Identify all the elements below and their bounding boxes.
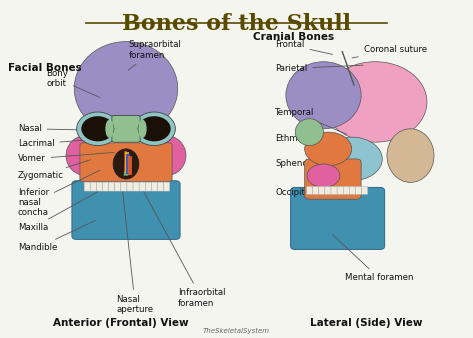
Ellipse shape xyxy=(77,112,119,146)
Text: Maxilla: Maxilla xyxy=(18,190,100,232)
Text: Frontal: Frontal xyxy=(275,41,333,54)
Text: Lateral (Side) View: Lateral (Side) View xyxy=(309,318,422,328)
FancyBboxPatch shape xyxy=(145,182,151,191)
FancyBboxPatch shape xyxy=(319,187,325,194)
Text: Mandible: Mandible xyxy=(18,220,95,252)
FancyBboxPatch shape xyxy=(109,182,115,191)
FancyBboxPatch shape xyxy=(151,182,158,191)
FancyBboxPatch shape xyxy=(325,187,331,194)
FancyBboxPatch shape xyxy=(305,159,361,199)
Ellipse shape xyxy=(321,137,382,181)
Text: Supraorbital
foramen: Supraorbital foramen xyxy=(128,40,181,70)
Text: Temporal: Temporal xyxy=(275,107,347,135)
Text: Infraorbital
foramen: Infraorbital foramen xyxy=(139,183,225,308)
Text: Coronal suture: Coronal suture xyxy=(352,46,427,58)
Text: Inferior
nasal
concha: Inferior nasal concha xyxy=(18,170,100,217)
Ellipse shape xyxy=(286,62,361,129)
FancyBboxPatch shape xyxy=(72,181,180,239)
Ellipse shape xyxy=(295,119,324,146)
FancyBboxPatch shape xyxy=(80,143,172,182)
Text: Ethmoid: Ethmoid xyxy=(275,124,312,143)
FancyBboxPatch shape xyxy=(290,188,385,249)
FancyBboxPatch shape xyxy=(139,182,145,191)
FancyBboxPatch shape xyxy=(127,182,133,191)
Text: Bones of the Skull: Bones of the Skull xyxy=(122,13,351,35)
Text: Nasal: Nasal xyxy=(18,124,105,133)
Ellipse shape xyxy=(105,120,114,138)
Ellipse shape xyxy=(138,116,171,141)
FancyBboxPatch shape xyxy=(133,182,139,191)
Text: Anterior (Frontal) View: Anterior (Frontal) View xyxy=(53,318,189,328)
Polygon shape xyxy=(123,149,128,176)
Text: Zygomatic: Zygomatic xyxy=(18,160,90,180)
Polygon shape xyxy=(126,154,130,174)
Ellipse shape xyxy=(307,164,340,188)
Text: Occipital: Occipital xyxy=(275,179,359,197)
Text: Mental foramen: Mental foramen xyxy=(333,235,413,283)
Ellipse shape xyxy=(305,132,352,166)
FancyBboxPatch shape xyxy=(356,187,361,194)
Polygon shape xyxy=(125,152,129,173)
FancyBboxPatch shape xyxy=(361,187,368,194)
FancyBboxPatch shape xyxy=(307,187,313,194)
FancyBboxPatch shape xyxy=(350,187,356,194)
FancyBboxPatch shape xyxy=(313,187,319,194)
FancyBboxPatch shape xyxy=(115,182,121,191)
Ellipse shape xyxy=(74,42,178,136)
FancyBboxPatch shape xyxy=(84,182,90,191)
Polygon shape xyxy=(123,150,127,172)
FancyBboxPatch shape xyxy=(158,182,164,191)
FancyBboxPatch shape xyxy=(164,182,170,191)
Text: Vomer: Vomer xyxy=(18,152,114,164)
Text: Facial Bones: Facial Bones xyxy=(9,64,82,73)
FancyBboxPatch shape xyxy=(337,187,343,194)
FancyBboxPatch shape xyxy=(331,187,337,194)
FancyBboxPatch shape xyxy=(96,182,103,191)
FancyBboxPatch shape xyxy=(103,182,109,191)
Ellipse shape xyxy=(66,136,106,176)
FancyBboxPatch shape xyxy=(112,115,140,142)
Text: Parietal: Parietal xyxy=(275,64,363,73)
Ellipse shape xyxy=(387,129,434,183)
FancyBboxPatch shape xyxy=(343,187,350,194)
Text: Bony
orbit: Bony orbit xyxy=(46,69,100,97)
Text: Cranial Bones: Cranial Bones xyxy=(253,31,334,42)
FancyBboxPatch shape xyxy=(90,182,96,191)
Ellipse shape xyxy=(146,136,186,176)
Text: TheSkeletalSystem: TheSkeletalSystem xyxy=(203,328,270,334)
Text: Sphenoid: Sphenoid xyxy=(275,151,328,168)
Ellipse shape xyxy=(113,149,139,179)
Polygon shape xyxy=(128,155,131,175)
FancyBboxPatch shape xyxy=(121,182,127,191)
Text: Lacrimal: Lacrimal xyxy=(18,139,100,148)
Ellipse shape xyxy=(324,62,427,142)
Ellipse shape xyxy=(81,116,114,141)
Text: Nasal
aperture: Nasal aperture xyxy=(116,182,154,314)
Ellipse shape xyxy=(133,112,175,146)
Ellipse shape xyxy=(138,120,147,138)
